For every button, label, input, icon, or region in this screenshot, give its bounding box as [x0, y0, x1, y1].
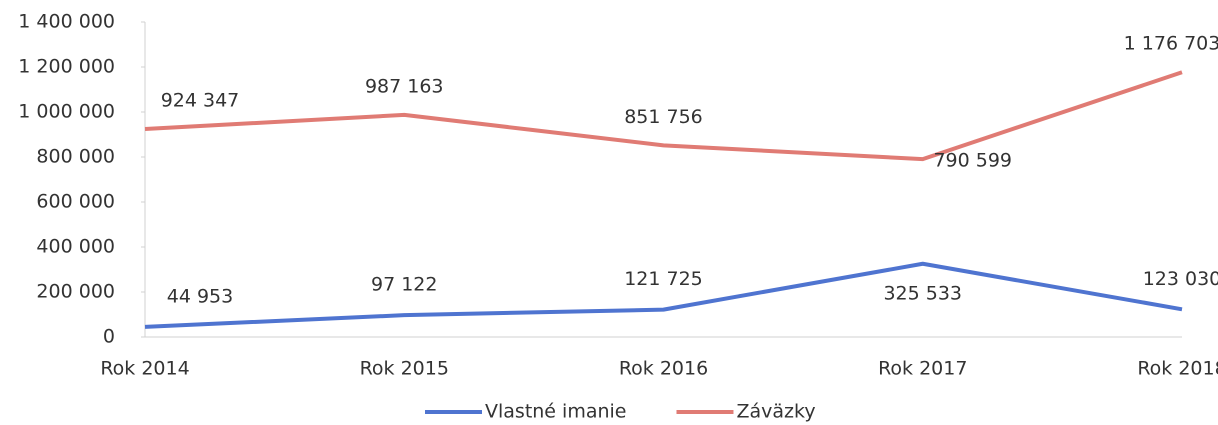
y-tick-label: 200 000	[36, 281, 115, 303]
y-tick-label: 0	[103, 326, 115, 348]
data-label: 924 347	[161, 90, 240, 112]
y-tick-label: 1 200 000	[18, 56, 115, 78]
x-tick-label: Rok 2016	[619, 358, 708, 380]
y-tick-label: 400 000	[36, 236, 115, 258]
data-label: 97 122	[371, 274, 437, 296]
data-label: 851 756	[624, 106, 703, 128]
y-tick-label: 1 000 000	[18, 101, 115, 123]
legend-label: Vlastné imanie	[485, 401, 626, 423]
legend-label: Záväzky	[736, 401, 815, 423]
data-label: 325 533	[883, 282, 962, 304]
x-tick-label: Rok 2017	[878, 358, 967, 380]
data-label: 987 163	[365, 75, 444, 97]
series-line	[144, 70, 1183, 162]
y-tick-label: 600 000	[36, 191, 115, 213]
data-label: 1 176 703	[1124, 33, 1218, 55]
x-tick-label: Rok 2014	[100, 358, 189, 380]
y-tick-label: 800 000	[36, 146, 115, 168]
data-label: 123 030	[1143, 268, 1218, 290]
x-tick-label: Rok 2018	[1137, 358, 1218, 380]
data-label: 790 599	[933, 150, 1012, 172]
y-tick-label: 1 400 000	[18, 11, 115, 33]
data-label: 121 725	[624, 268, 703, 290]
data-label: 44 953	[167, 285, 233, 307]
series-line	[144, 261, 1183, 329]
x-tick-label: Rok 2015	[360, 358, 449, 380]
